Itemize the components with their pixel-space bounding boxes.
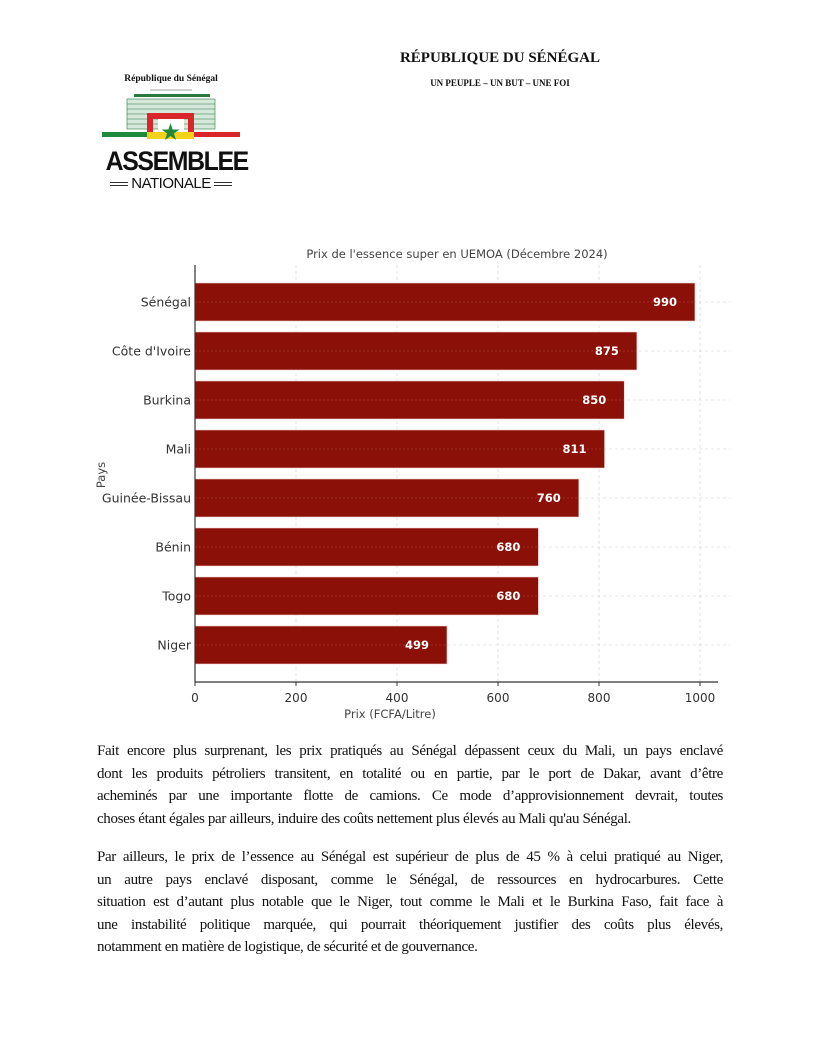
x-tick-label: 200 [285,691,308,705]
category-label: Mali [166,442,191,457]
data-label: 990 [653,295,677,309]
x-tick-label: 1000 [685,691,716,705]
data-label: 811 [563,442,587,456]
header-title: RÉPUBLIQUE DU SÉNÉGAL [399,50,601,66]
data-label: 680 [496,540,520,554]
header-motto: UN PEUPLE – UN BUT – UNE FOI [430,78,570,88]
x-tick-label: 800 [588,691,611,705]
bar-5 [194,527,539,567]
text-line: acheminés par une importante flotte de c… [97,788,723,805]
assemblee-nationale-logo: République du Sénégal ASSEMBLEE NATIONAL… [100,74,250,196]
x-tick-label: 400 [386,691,409,705]
category-label: Côte d'Ivoire [112,344,191,359]
text-line: notamment en matière de logistique, de s… [97,939,478,956]
category-label: Burkina [143,393,191,408]
x-tick-label: 0 [191,691,199,705]
data-label: 760 [537,491,561,505]
chart-title: Prix de l'essence super en UEMOA (Décemb… [306,247,607,261]
category-label: Guinée-Bissau [102,491,191,506]
logo-sub-text: NATIONALE [100,175,242,192]
x-tick-label: 600 [487,691,510,705]
text-line: Par ailleurs, le prix de l’essence au Sé… [97,849,723,865]
text-line: situation est d’autant plus notable que … [97,894,723,911]
data-label: 850 [582,393,606,407]
bar-4 [194,478,580,518]
logo-nationale: NATIONALE [131,175,211,192]
logo-top-text: République du Sénégal [124,74,218,84]
text-line: une instabilité politique marquée, qui p… [97,916,723,933]
data-label: 875 [595,344,619,358]
paragraph-2: Par ailleurs, le prix de l’essence au Sé… [97,846,723,959]
data-label: 499 [405,638,429,652]
text-line: dont les produits pétroliers transitent,… [97,765,723,782]
text-line: Fait encore plus surprenant, les prix pr… [97,743,723,759]
text-line: un autre pays enclavé disposant, comme l… [97,871,723,888]
text-line: choses étant égales par ailleurs, induir… [97,810,631,827]
bar-6 [194,576,539,616]
paragraph-1: Fait encore plus surprenant, les prix pr… [97,740,723,830]
y-axis-label: Pays [94,462,108,488]
price-bar-chart: Prix de l'essence super en UEMOA (Décemb… [94,247,730,721]
data-label: 680 [496,589,520,603]
category-label: Bénin [155,540,191,555]
category-label: Sénégal [141,295,191,310]
category-label: Niger [157,638,191,653]
logo-main-text: ASSEMBLEE [105,146,250,176]
category-label: Togo [161,589,191,604]
x-axis-label: Prix (FCFA/Litre) [344,707,436,721]
parliament-building-icon [102,89,240,140]
